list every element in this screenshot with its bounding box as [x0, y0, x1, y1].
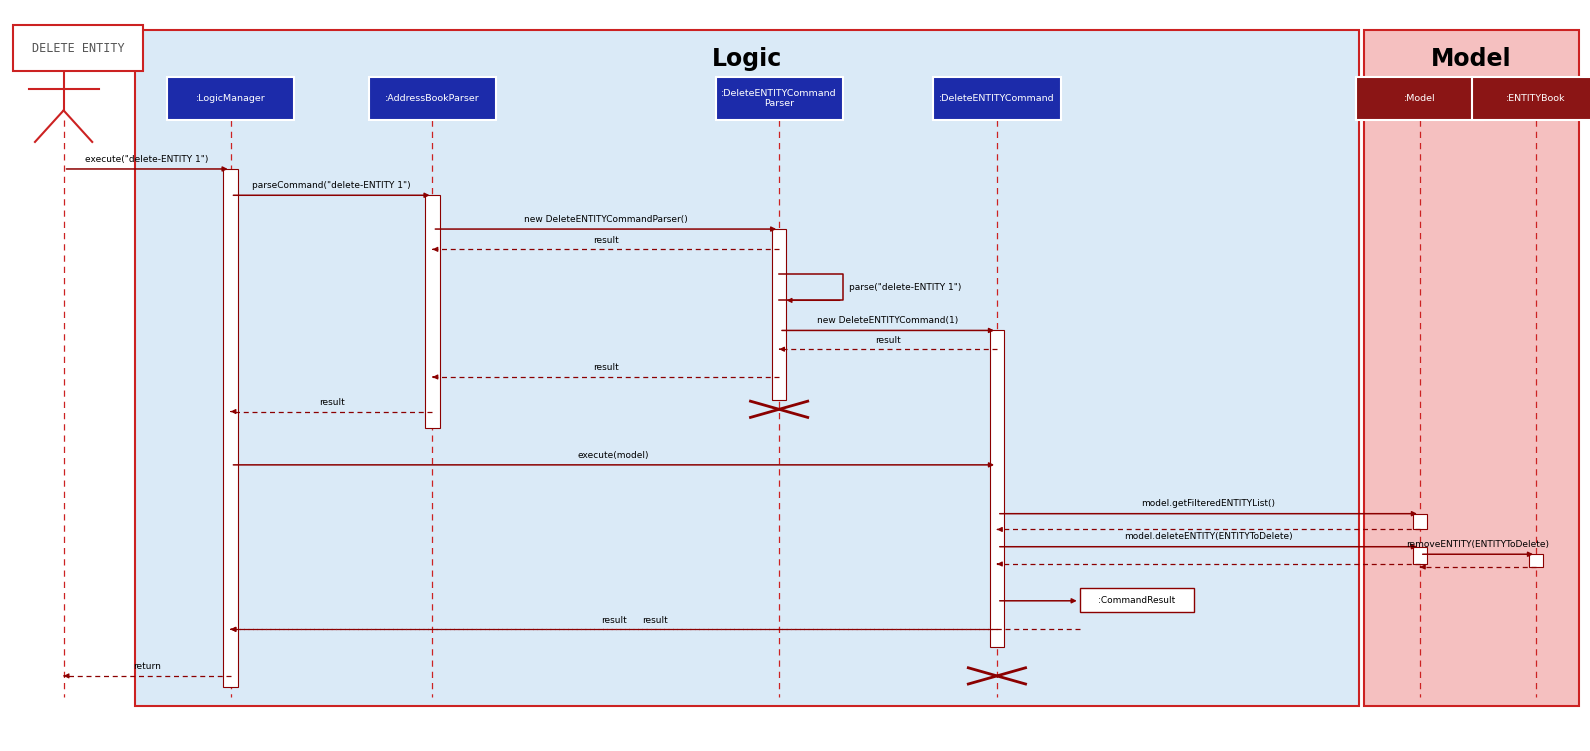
Text: new DeleteENTITYCommandParser(): new DeleteENTITYCommandParser()	[525, 215, 687, 224]
Text: Logic: Logic	[712, 47, 782, 71]
Text: parseCommand("delete-ENTITY 1"): parseCommand("delete-ENTITY 1")	[253, 181, 410, 190]
FancyBboxPatch shape	[223, 169, 238, 687]
FancyBboxPatch shape	[13, 25, 143, 71]
Text: :Model: :Model	[1404, 94, 1436, 103]
Text: result: result	[318, 398, 345, 407]
FancyBboxPatch shape	[426, 195, 439, 428]
FancyBboxPatch shape	[1414, 514, 1428, 529]
FancyBboxPatch shape	[716, 77, 843, 120]
Text: result: result	[593, 363, 619, 372]
Text: result: result	[593, 236, 619, 245]
Text: parse("delete-ENTITY 1"): parse("delete-ENTITY 1")	[849, 283, 962, 291]
FancyBboxPatch shape	[369, 77, 496, 120]
Text: :CommandResult: :CommandResult	[1099, 596, 1175, 605]
FancyBboxPatch shape	[1364, 30, 1579, 706]
Text: model.getFilteredENTITYList(): model.getFilteredENTITYList()	[1142, 499, 1275, 508]
Text: return: return	[134, 662, 161, 671]
FancyBboxPatch shape	[1356, 77, 1483, 120]
FancyBboxPatch shape	[1472, 77, 1590, 120]
FancyBboxPatch shape	[771, 229, 785, 400]
FancyBboxPatch shape	[1530, 554, 1542, 567]
FancyBboxPatch shape	[167, 77, 294, 120]
FancyBboxPatch shape	[933, 77, 1061, 120]
FancyBboxPatch shape	[989, 330, 1005, 647]
Text: execute(model): execute(model)	[579, 451, 649, 460]
Text: result: result	[642, 616, 668, 625]
Text: result: result	[875, 336, 902, 345]
Text: model.deleteENTITY(ENTITYToDelete): model.deleteENTITY(ENTITYToDelete)	[1124, 532, 1293, 541]
Text: removeENTITY(ENTITYToDelete): removeENTITY(ENTITYToDelete)	[1407, 540, 1549, 549]
FancyBboxPatch shape	[1414, 547, 1428, 564]
FancyBboxPatch shape	[1080, 588, 1194, 612]
Text: DELETE ENTITY: DELETE ENTITY	[32, 41, 124, 55]
FancyBboxPatch shape	[135, 30, 1359, 706]
Text: result: result	[601, 616, 626, 625]
Text: :AddressBookParser: :AddressBookParser	[385, 94, 480, 103]
Text: :DeleteENTITYCommand: :DeleteENTITYCommand	[940, 94, 1054, 103]
Text: Model: Model	[1431, 47, 1512, 71]
Text: new DeleteENTITYCommand(1): new DeleteENTITYCommand(1)	[817, 316, 959, 325]
Text: execute("delete-ENTITY 1"): execute("delete-ENTITY 1")	[86, 155, 208, 164]
Text: :ENTITYBook: :ENTITYBook	[1506, 94, 1566, 103]
Text: :DeleteENTITYCommand
Parser: :DeleteENTITYCommand Parser	[722, 89, 836, 108]
Text: :LogicManager: :LogicManager	[196, 94, 266, 103]
